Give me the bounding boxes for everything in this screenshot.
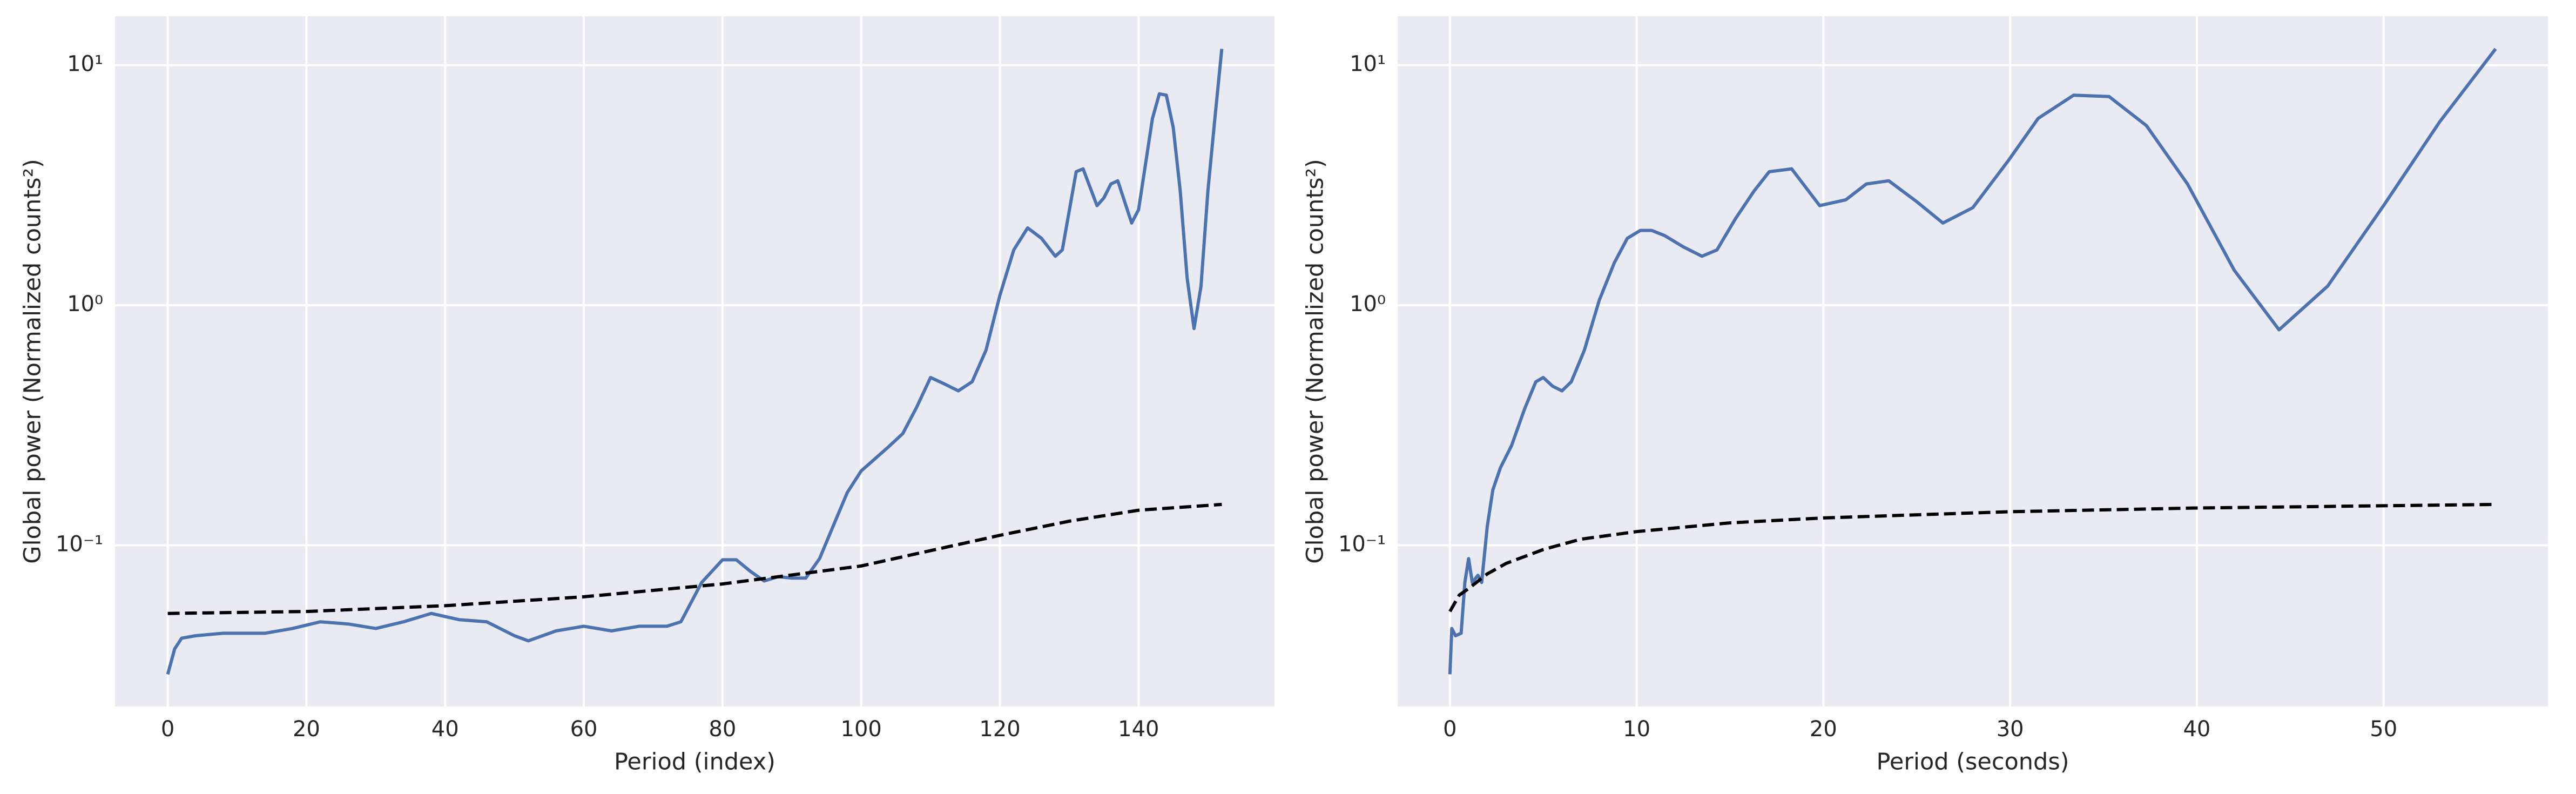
y-tick-label: 10¹ [67,52,103,77]
y-axis-label: Global power (Normalized counts²) [19,159,46,563]
y-tick-label: 10⁰ [67,292,103,317]
series-line [167,502,1222,615]
series-line [1448,48,2497,675]
x-tick-label: 80 [709,717,736,742]
x-tick-label: 0 [161,717,174,742]
x-tick-label: 40 [431,717,459,742]
y-axis-label: Global power (Normalized counts²) [1302,159,1329,563]
x-tick-label: 20 [293,717,320,742]
x-tick-label: 50 [2370,717,2397,742]
x-tick-label: 60 [570,717,598,742]
y-tick-label: 10⁻¹ [56,532,103,557]
x-tick-label: 10 [1623,717,1650,742]
series-line [166,49,1224,675]
plot-area [1398,16,2548,706]
y-tick-label: 10¹ [1350,52,1386,77]
y-tick-label: 10⁻¹ [1338,532,1386,557]
x-tick-label: 140 [1118,717,1159,742]
plot-area [115,16,1274,706]
y-tick-label: 10⁰ [1350,292,1386,317]
x-tick-label: 120 [979,717,1020,742]
x-tick-label: 20 [1810,717,1837,742]
x-tick-label: 40 [2183,717,2210,742]
x-axis-label: Period (index) [614,749,776,776]
x-tick-label: 30 [1997,717,2024,742]
x-axis-label: Period (seconds) [1876,749,2069,776]
x-tick-label: 100 [841,717,882,742]
x-tick-label: 0 [1443,717,1456,742]
